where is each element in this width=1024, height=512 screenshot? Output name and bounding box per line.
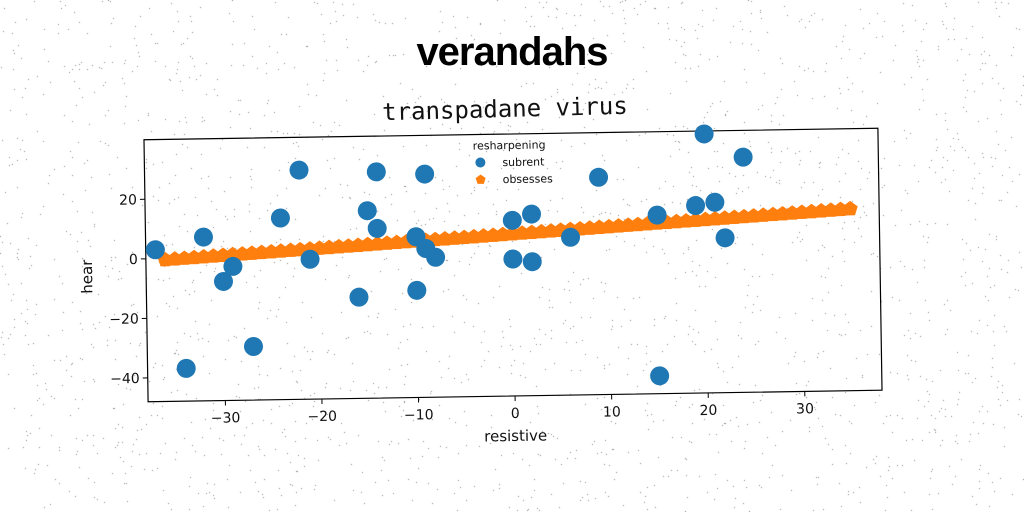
x-tick-label: −20 xyxy=(307,409,337,425)
y-tick-label: 20 xyxy=(119,192,137,208)
y-tick-label: 0 xyxy=(129,252,138,268)
x-tick-label: 0 xyxy=(511,406,520,422)
scatter-point-subrent xyxy=(686,196,706,216)
x-tick-label: −30 xyxy=(211,410,241,426)
scatter-point-subrent xyxy=(650,366,670,386)
scatter-point-subrent xyxy=(715,228,735,248)
scatter-point-subrent xyxy=(426,247,446,267)
x-tick-label: −10 xyxy=(404,407,434,423)
line-point-obsesses xyxy=(389,234,405,250)
legend-marker-obsesses xyxy=(475,174,486,184)
scatter-point-subrent xyxy=(647,205,667,225)
y-tick-label: −20 xyxy=(109,312,139,328)
legend-marker-subrent xyxy=(475,157,486,168)
scatter-point-subrent xyxy=(213,271,233,291)
scatter-point-subrent xyxy=(367,218,387,238)
x-axis-ticks: −30 −20 −10 0 10 20 30 xyxy=(211,391,814,427)
line-point-obsesses xyxy=(591,219,607,235)
scatter-point-subrent xyxy=(366,162,386,182)
scatter-point-subrent xyxy=(289,160,309,180)
scatter-point-subrent xyxy=(705,192,725,212)
scatter-point-subrent xyxy=(561,227,581,247)
series-subrent xyxy=(145,124,753,386)
scatter-point-subrent xyxy=(300,249,320,269)
legend-label-obsesses: obsesses xyxy=(503,172,554,186)
x-axis-label: resistive xyxy=(484,426,547,445)
scatter-point-subrent xyxy=(522,204,542,224)
line-point-obsesses xyxy=(726,209,742,225)
x-tick-label: 10 xyxy=(603,404,621,420)
scatter-point-subrent xyxy=(270,208,290,228)
line-point-obsesses xyxy=(842,200,858,216)
scatter-point-subrent xyxy=(349,287,369,307)
scatter-point-subrent xyxy=(243,336,263,356)
chart-title: transpadane virus xyxy=(382,92,628,126)
scatter-point-subrent xyxy=(503,249,523,269)
scatter-point-subrent xyxy=(193,227,213,247)
y-axis-ticks: −40 −20 0 20 xyxy=(109,192,148,388)
x-tick-label: 20 xyxy=(699,403,717,419)
banner-title: verandahs xyxy=(416,30,608,74)
plot-area: −30 −20 −10 0 10 20 30 −40 −20 0 20 resistive hea… xyxy=(78,124,883,445)
scatter-point-subrent xyxy=(694,124,714,144)
line-point-obsesses xyxy=(755,207,771,222)
scatter-point-subrent xyxy=(407,280,427,300)
line-point-obsesses xyxy=(774,205,791,221)
scatter-point-subrent xyxy=(589,167,609,187)
scatter-point-subrent xyxy=(223,256,243,276)
x-tick-label: 30 xyxy=(796,401,814,417)
y-tick-label: −40 xyxy=(110,371,140,387)
scatter-point-subrent xyxy=(415,164,435,184)
scatter-point-subrent xyxy=(522,252,542,272)
scatter-point-subrent xyxy=(357,201,377,221)
y-axis-label: hear xyxy=(78,259,97,294)
line-point-obsesses xyxy=(475,228,492,243)
line-point-obsesses xyxy=(360,236,376,252)
line-point-obsesses xyxy=(524,224,540,240)
scatter-point-subrent xyxy=(145,240,165,260)
legend: resharpening subrent obsesses xyxy=(473,138,554,186)
scatter-point-subrent xyxy=(502,210,522,230)
line-point-obsesses xyxy=(244,245,260,260)
legend-title: resharpening xyxy=(473,138,546,152)
legend-label-subrent: subrent xyxy=(502,155,545,169)
series-obsesses xyxy=(157,200,858,267)
line-point-obsesses xyxy=(273,243,289,258)
scatter-point-subrent xyxy=(733,147,753,167)
scatter-point-subrent xyxy=(176,358,196,378)
line-point-obsesses xyxy=(610,218,627,233)
